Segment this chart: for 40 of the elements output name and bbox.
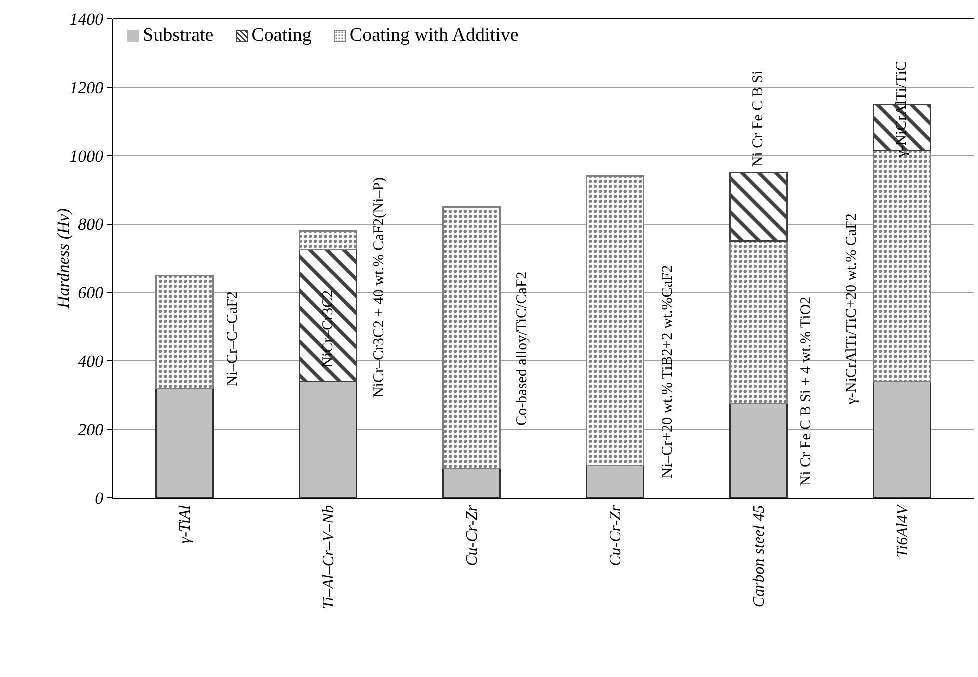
bar	[586, 176, 645, 466]
bar	[298, 230, 358, 251]
y-tick-label: 800	[78, 215, 104, 234]
annotation: Ni Cr Fe C B Si	[750, 70, 766, 168]
legend-label: Substrate	[143, 25, 214, 47]
annotation: Co-based alloy/TiC/CaF2	[514, 272, 531, 426]
y-axis-title: Hardness (Hv)	[54, 208, 73, 310]
bar	[442, 206, 502, 470]
bar	[442, 468, 502, 498]
annotation: Ni–Cr–C–CaF2	[224, 292, 241, 387]
y-tick-label: 1200	[70, 78, 104, 98]
annotation: NiCr–Cr3C2 + 40 wt.% CaF2(Ni–P)	[371, 177, 388, 398]
legend-label: Coating with Additive	[350, 25, 519, 47]
bar	[729, 240, 788, 405]
annotation: γ-NiCrAlTi/TiC+20 wt.% CaF2	[844, 214, 860, 406]
bar	[155, 388, 214, 498]
x-tick-label: Cu-Cr-Zr	[464, 504, 481, 566]
x-tick-label: Ti6Al4V	[894, 503, 912, 558]
y-tick-label: 600	[78, 284, 104, 303]
bar	[872, 380, 932, 498]
y-tick-label: 1400	[70, 10, 104, 29]
legend-label: Coating	[252, 25, 312, 47]
bar	[155, 274, 214, 390]
bar	[586, 464, 645, 498]
x-tick-label: γ-TiAl	[176, 504, 194, 544]
bar	[729, 403, 788, 498]
annotation: Ni–Cr+20 wt.% TiB2+2 wt.%CaF2	[660, 265, 676, 479]
bar	[729, 172, 788, 242]
y-tick-label: 0	[95, 488, 104, 508]
x-tick-label: Carbon steel 45	[750, 505, 768, 608]
annotation: NiCr–Cr3C2	[320, 290, 337, 368]
x-tick-label: Ti–Al–Cr–V–Nb	[320, 505, 338, 610]
annotation: γ-NiCrAlTi/TiC	[894, 61, 910, 159]
bar	[298, 380, 358, 498]
y-tick-label: 400	[78, 352, 104, 372]
annotation: Ni Cr Fe C B Si + 4 wt.% TiO2	[798, 296, 814, 486]
x-tick-label: Cu-Cr-Zr	[607, 504, 624, 566]
bar	[298, 249, 358, 382]
y-tick-label: 200	[78, 420, 104, 440]
y-tick-label: 1000	[70, 146, 104, 166]
